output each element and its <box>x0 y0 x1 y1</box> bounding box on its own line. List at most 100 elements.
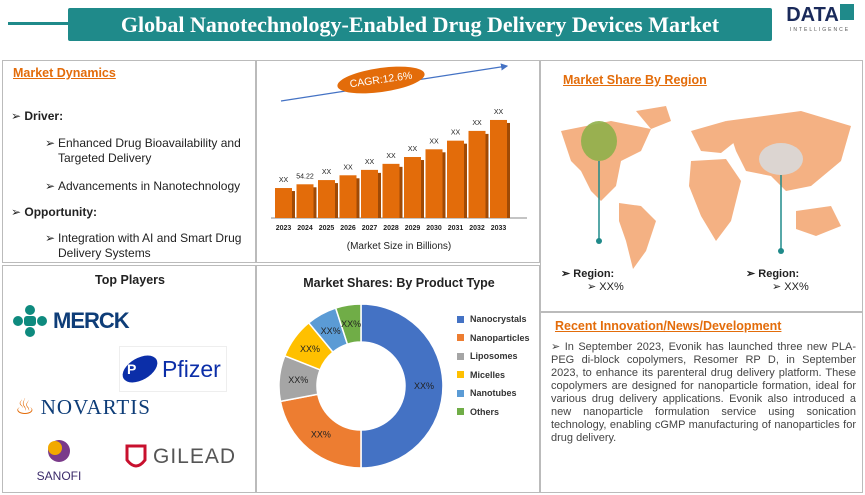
legend-item: Nanotubes <box>457 384 530 403</box>
driver-item: ➢ Enhanced Drug Bioavailability and Targe… <box>45 136 241 165</box>
bar-data-label: XX <box>494 109 504 116</box>
region-panel: Market Share By Region ➢ Region: ➢ XX% ➢ … <box>540 60 863 312</box>
legend-swatch <box>457 352 464 360</box>
legend-swatch <box>457 389 464 397</box>
bar-data-label: XX <box>429 138 439 145</box>
legend-swatch <box>457 334 464 342</box>
chart-xlabel: (Market Size in Billions) <box>346 241 452 252</box>
top-players-panel: Top Players MERCK P Pfizer ♨ NOVARTIS SA… <box>2 265 256 493</box>
merck-logo: MERCK <box>11 304 130 338</box>
bar <box>339 175 357 218</box>
bar-group: XX 2027 <box>361 159 381 232</box>
bar <box>425 149 443 218</box>
bullet-arrow-icon: ➢ <box>45 179 56 193</box>
bar-group: XX 2032 <box>468 120 489 232</box>
datam-logo: DATA INTELLIGENCE <box>776 4 864 46</box>
greenland-shape <box>636 106 671 129</box>
region-left: ➢ Region: ➢ XX% <box>561 268 624 293</box>
bullet-arrow-icon: ➢ <box>551 341 565 353</box>
product-type-panel: Market Shares: By Product Type XX% XX% XX%… <box>256 265 540 493</box>
slice-data-label: XX% <box>311 430 331 440</box>
donut-slice <box>334 303 362 346</box>
bar-data-label: XX <box>472 120 482 127</box>
novartis-icon: ♨ <box>15 394 35 419</box>
bar-data-label: XX <box>343 164 353 171</box>
legend-label: Nanocrystals <box>470 314 527 325</box>
pie-legend: Nanocrystals Nanoparticles Liposomes Micell… <box>457 310 530 421</box>
bar-data-label: XX <box>365 159 375 166</box>
x-tick-label: 2025 <box>319 225 335 232</box>
page-title: Global Nanotechnology-Enabled Drug Deliv… <box>8 8 772 41</box>
bar-data-label: XX <box>408 146 418 153</box>
product-type-donut-chart: XX%XX%XX%XX%XX%XX% <box>278 303 444 469</box>
bar-group: XX 2026 <box>339 164 360 232</box>
bullet-arrow-icon: ➢ <box>11 109 25 123</box>
pie-title: Market Shares: By Product Type <box>303 276 495 290</box>
legend-item: Liposomes <box>457 347 530 366</box>
bar <box>296 184 314 218</box>
bar-data-label: XX <box>322 169 332 176</box>
market-size-chart-panel: XX 2023 54.22 2024 XX 2025 XX 2026 XX 2027 XX 2028 X… <box>256 60 540 263</box>
bar-group: XX 2031 <box>447 130 467 232</box>
bar-group: XX 2033 <box>490 109 510 232</box>
gilead-logo: GILEAD <box>123 442 236 472</box>
x-tick-label: 2024 <box>297 225 313 232</box>
bar-data-label: XX <box>386 153 396 160</box>
slice-data-label: XX% <box>414 381 434 391</box>
opportunity-item: ➢ Integration with AI and Smart Drug Deli… <box>45 231 242 260</box>
bar-data-label: XX <box>451 130 461 137</box>
bullet-arrow-icon: ➢ <box>45 136 56 150</box>
legend-swatch <box>457 315 464 323</box>
merck-icon <box>13 305 47 337</box>
australia-shape <box>796 206 841 236</box>
legend-label: Nanotubes <box>470 388 517 399</box>
logo-sub: INTELLIGENCE <box>789 27 851 33</box>
bar <box>468 130 486 218</box>
bullet-arrow-icon: ➢ <box>45 231 56 245</box>
legend-label: Liposomes <box>470 351 518 362</box>
bar-group: XX 2030 <box>425 138 446 232</box>
legend-swatch <box>457 371 464 379</box>
legend-item: Nanocrystals <box>457 310 530 329</box>
x-tick-label: 2030 <box>426 225 442 232</box>
south-america-shape <box>619 203 656 269</box>
sanofi-icon <box>48 440 70 462</box>
gilead-icon <box>125 444 147 468</box>
market-dynamics-title: Market Dynamics <box>13 66 116 80</box>
news-panel: Recent Innovation/News/Development ➢ In … <box>540 312 863 493</box>
x-tick-label: 2023 <box>276 225 292 232</box>
logo-mark-icon <box>839 4 854 20</box>
slice-data-label: XX% <box>300 344 320 354</box>
market-size-bar-chart: XX202354.222024XX2025XX2026XX2027XX2028X… <box>271 63 527 232</box>
slice-data-label: XX% <box>288 375 308 385</box>
bar <box>490 119 507 218</box>
bar <box>318 180 335 218</box>
pfizer-icon: P <box>122 355 158 383</box>
bar <box>447 140 464 218</box>
svg-text:P: P <box>127 361 136 377</box>
bar <box>361 169 378 218</box>
bar <box>275 188 292 218</box>
legend-label: Micelles <box>470 369 506 380</box>
europe-shape <box>691 121 736 153</box>
north-america-highlight <box>581 121 617 161</box>
legend-label: Nanoparticles <box>470 332 530 343</box>
news-title: Recent Innovation/News/Development <box>555 319 782 333</box>
bar-group: XX 2028 <box>382 153 403 232</box>
world-map <box>561 106 851 269</box>
news-text: ➢ In September 2023, Evonik has launched… <box>551 341 856 444</box>
x-tick-label: 2026 <box>340 225 356 232</box>
region-right: ➢ Region: ➢ XX% <box>746 268 809 293</box>
x-tick-label: 2031 <box>448 225 464 232</box>
x-tick-label: 2033 <box>491 225 507 232</box>
bar-group: XX 2029 <box>404 146 424 232</box>
x-tick-label: 2028 <box>383 225 399 232</box>
legend-item: Others <box>457 403 530 422</box>
driver-item: ➢ Advancements in Nanotechnology <box>45 179 241 193</box>
bullet-arrow-icon: ➢ <box>11 205 25 219</box>
legend-item: Nanoparticles <box>457 329 530 348</box>
legend-label: Others <box>470 406 500 417</box>
region-title: Market Share By Region <box>563 73 707 87</box>
bar-group: XX 2025 <box>318 169 338 232</box>
header: Global Nanotechnology-Enabled Drug Deliv… <box>0 0 865 50</box>
